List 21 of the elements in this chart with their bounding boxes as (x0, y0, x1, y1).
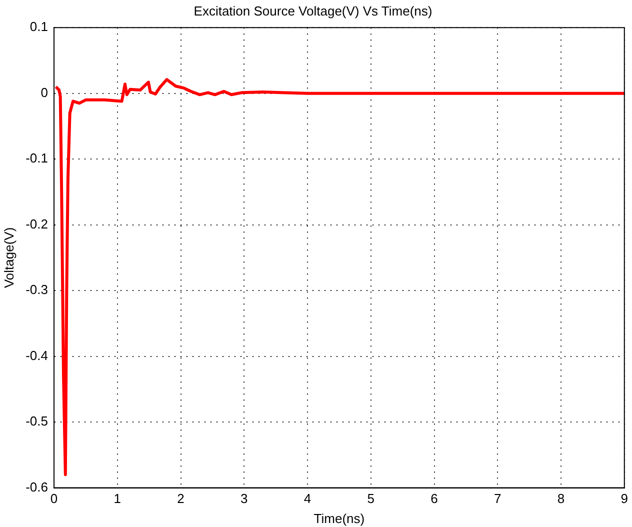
x-tick-label: 2 (177, 491, 184, 506)
x-tick-label: 1 (114, 491, 121, 506)
x-tick-label: 7 (494, 491, 502, 506)
chart-title: Excitation Source Voltage(V) Vs Time(ns) (194, 3, 432, 18)
x-tick-label: 6 (430, 491, 438, 506)
y-tick-label: -0.1 (26, 150, 48, 166)
x-tick-label: 5 (367, 491, 374, 506)
y-tick-label: 0 (40, 84, 48, 100)
y-tick-label: -0.2 (26, 216, 48, 232)
x-tick-label: 8 (557, 491, 565, 506)
x-tick-label: 9 (620, 491, 628, 506)
y-tick-label: -0.4 (26, 348, 48, 363)
x-axis-title: Time(ns) (314, 510, 365, 526)
y-tick-label: -0.5 (26, 414, 48, 429)
x-tick-label: 3 (240, 491, 248, 506)
x-tick-label: 4 (304, 491, 312, 506)
y-tick-label: -0.3 (26, 282, 48, 298)
y-tick-label: -0.6 (26, 479, 48, 494)
y-axis-title: Voltage(V) (1, 227, 16, 288)
x-tick-label: 0 (50, 491, 58, 506)
y-tick-label: 0.1 (30, 19, 48, 34)
